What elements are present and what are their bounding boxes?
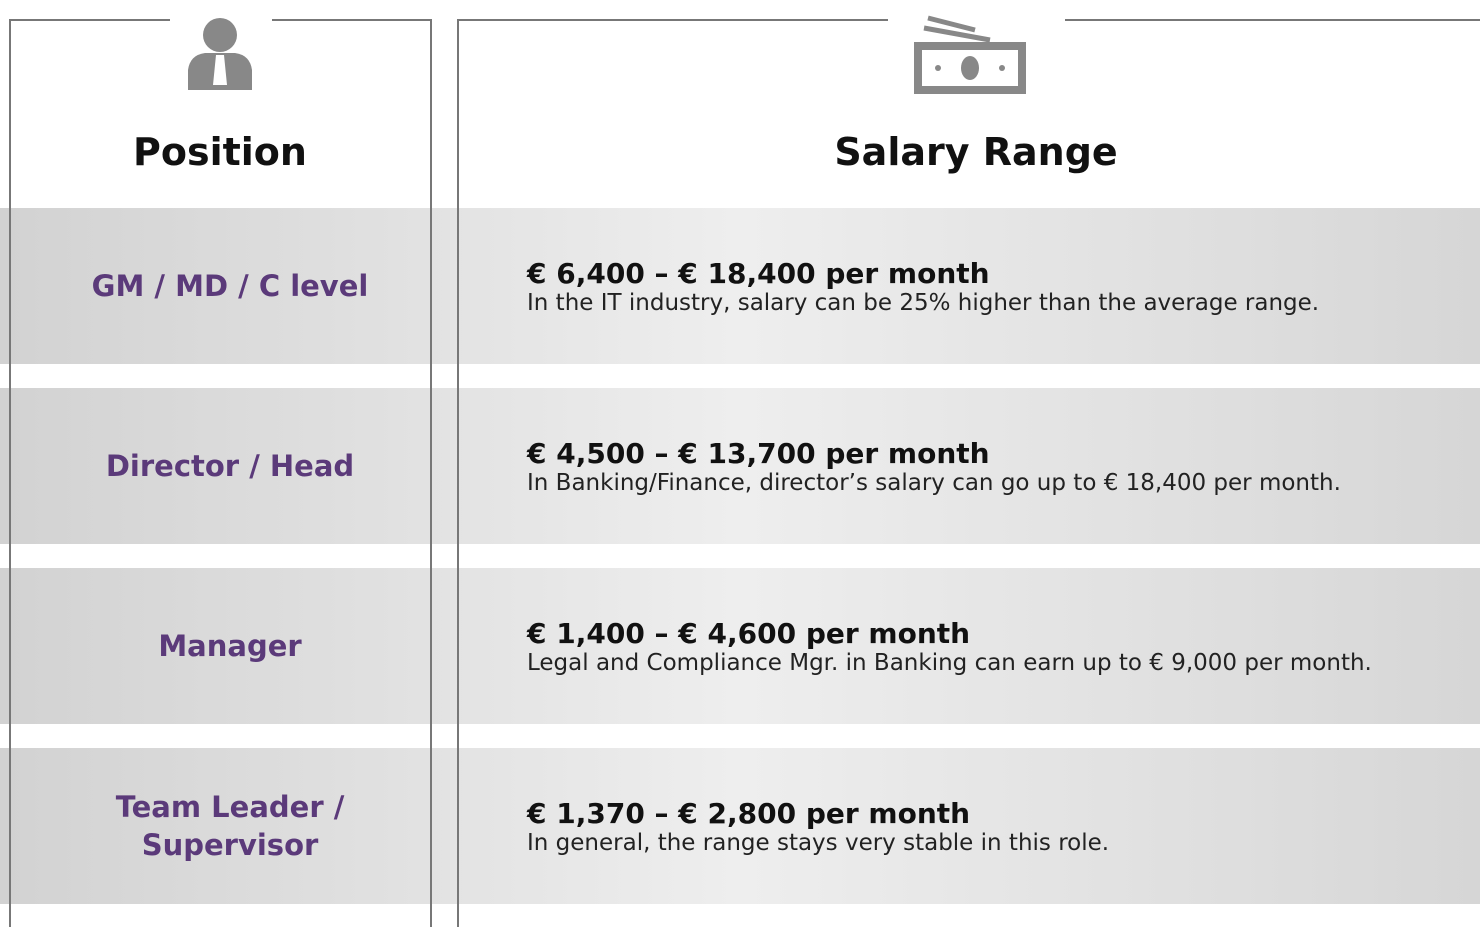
salary-note: Legal and Compliance Mgr. in Banking can… (527, 649, 1372, 676)
salary-cell: € 6,400 – € 18,400 per month In the IT in… (527, 208, 1477, 364)
salary-range: € 1,370 – € 2,800 per month (527, 796, 971, 830)
salary-header: Salary Range (834, 130, 1118, 174)
salary-range: € 4,500 – € 13,700 per month (527, 436, 990, 470)
position-cell: GM / MD / C level (91, 269, 369, 303)
position-cell: Team Leader / Supervisor (115, 790, 345, 862)
money-icon (914, 15, 1026, 94)
row-band (0, 208, 1480, 364)
salary-note: In the IT industry, salary can be 25% hi… (527, 289, 1320, 316)
position-cell: Manager (158, 629, 302, 663)
salary-cell: € 1,400 – € 4,600 per month Legal and Com… (527, 568, 1477, 724)
salary-cell: € 1,370 – € 2,800 per month In general, t… (527, 748, 1477, 904)
position-cell: Director / Head (105, 449, 355, 483)
salary-cell: € 4,500 – € 13,700 per month In Banking/F… (527, 388, 1477, 544)
row-band (0, 388, 1480, 544)
row-band (0, 748, 1480, 904)
salary-range: € 1,400 – € 4,600 per month (527, 616, 971, 650)
salary-note: In Banking/Finance, director’s salary ca… (527, 469, 1341, 496)
position-header: Position (133, 130, 307, 174)
person-icon (188, 18, 252, 90)
salary-note: In general, the range stays very stable … (527, 829, 1110, 856)
salary-range: € 6,400 – € 18,400 per month (527, 256, 990, 290)
row-band (0, 568, 1480, 724)
